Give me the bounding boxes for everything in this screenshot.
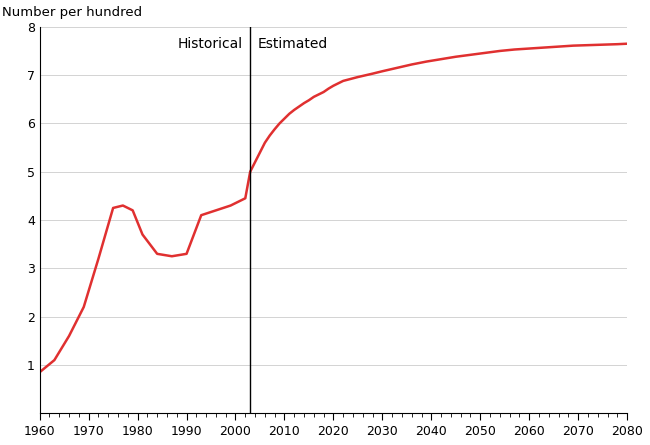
Text: Historical: Historical — [177, 36, 243, 51]
Text: Number per hundred: Number per hundred — [1, 6, 142, 19]
Text: Estimated: Estimated — [257, 36, 328, 51]
